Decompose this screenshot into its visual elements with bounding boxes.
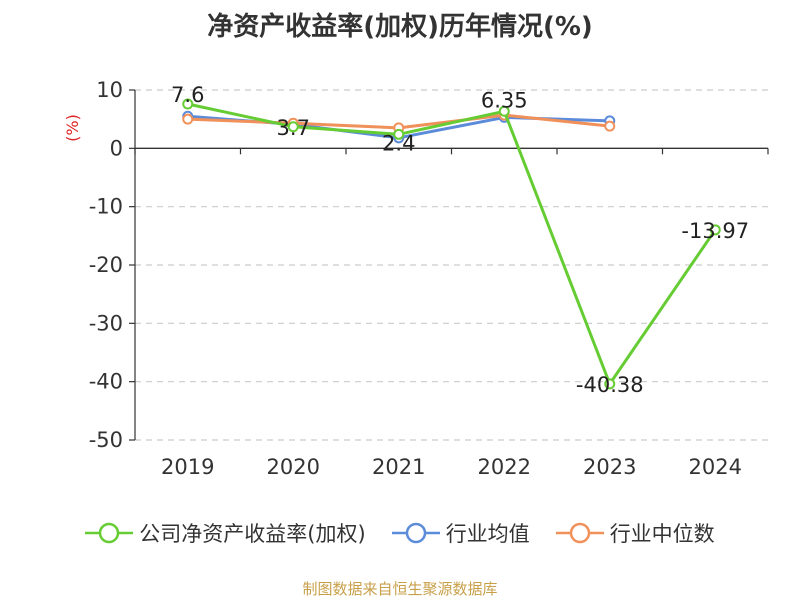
- y-axis-label: (%): [63, 114, 82, 142]
- legend-item[interactable]: 行业均值: [391, 518, 530, 548]
- data-label: 2.4: [382, 131, 415, 155]
- legend-item[interactable]: 行业中位数: [555, 518, 715, 548]
- y-tick-label: 10: [96, 78, 123, 102]
- x-tick-label: 2024: [689, 455, 742, 479]
- series-lines: [182, 98, 721, 390]
- source-note: 制图数据来自恒生聚源数据库: [302, 580, 498, 598]
- y-tick-label: -50: [89, 428, 123, 452]
- data-label: 6.35: [481, 88, 528, 112]
- chart-title: 净资产收益率(加权)历年情况(%): [207, 12, 593, 42]
- legend-marker-icon: [555, 522, 604, 544]
- legend-label: 公司净资产收益率(加权): [139, 522, 366, 546]
- y-tick-label: -20: [89, 253, 123, 277]
- legend-label: 行业均值: [445, 522, 530, 546]
- axes: 10 0 -10 -20 -30 -40 -50 2019 2020 2021 2022 2023 20…: [63, 78, 769, 479]
- series-point: [604, 120, 616, 132]
- data-label: -40.38: [576, 373, 644, 397]
- y-tick-label: 0: [110, 136, 123, 160]
- data-label: 3.7: [277, 116, 310, 140]
- data-label: -13.97: [681, 219, 749, 243]
- y-tick-label: -30: [89, 311, 123, 335]
- x-tick-label: 2019: [161, 455, 214, 479]
- data-labels: 7.6 3.7 2.4 6.35 -40.38 -13.97: [171, 83, 749, 397]
- series-point: [182, 98, 194, 110]
- series-point: [393, 128, 405, 140]
- series-point: [287, 121, 299, 133]
- series-point: [498, 105, 510, 117]
- legend-marker-icon: [391, 522, 440, 544]
- grid-lines: [135, 89, 768, 441]
- data-label: 7.6: [171, 83, 204, 107]
- y-tick-label: -40: [89, 370, 123, 394]
- series-point: [709, 224, 721, 236]
- legend-label: 行业中位数: [609, 522, 715, 546]
- legend-item[interactable]: 公司净资产收益率(加权): [85, 518, 366, 548]
- x-tick-label: 2022: [478, 455, 531, 479]
- series-line: [187, 102, 717, 386]
- legend: 公司净资产收益率(加权) 行业均值 行业中位数: [0, 518, 800, 548]
- x-tick-label: 2021: [372, 455, 425, 479]
- x-tick-label: 2023: [583, 455, 636, 479]
- series-point: [182, 113, 194, 125]
- x-tick-label: 2020: [267, 455, 320, 479]
- y-tick-label: -10: [89, 195, 123, 219]
- series-point: [604, 378, 616, 390]
- legend-marker-icon: [85, 522, 134, 544]
